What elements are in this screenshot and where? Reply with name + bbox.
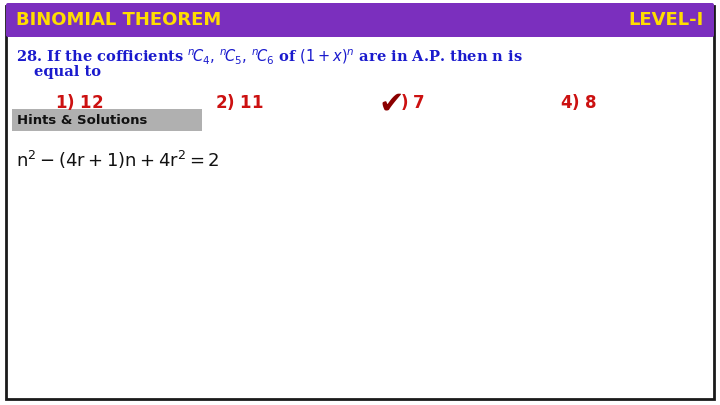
Text: $\mathrm{n^2-(4r+1)n+4r^2=2}$: $\mathrm{n^2-(4r+1)n+4r^2=2}$ (16, 149, 220, 171)
Text: 28. If the cofficients ${}^n\!C_4,\,{}^n\!C_5,\,{}^n\!C_6$ of $(1+x)^n$ are in A: 28. If the cofficients ${}^n\!C_4,\,{}^n… (16, 47, 523, 66)
Text: equal to: equal to (34, 65, 101, 79)
Text: LEVEL-I: LEVEL-I (629, 11, 704, 29)
Text: BINOMIAL THEOREM: BINOMIAL THEOREM (16, 11, 221, 29)
Text: Hints & Solutions: Hints & Solutions (17, 113, 148, 126)
Text: $\mathbf{1)\ 12}$: $\mathbf{1)\ 12}$ (55, 92, 103, 112)
Text: $\mathbf{2)\ 11}$: $\mathbf{2)\ 11}$ (215, 92, 264, 112)
FancyBboxPatch shape (6, 3, 714, 37)
Text: $\mathbf{4)\ 8}$: $\mathbf{4)\ 8}$ (560, 92, 597, 112)
Text: ✔: ✔ (378, 89, 403, 118)
FancyBboxPatch shape (12, 109, 202, 131)
Text: $\mathbf{)\ 7}$: $\mathbf{)\ 7}$ (400, 92, 426, 112)
FancyBboxPatch shape (6, 6, 714, 399)
